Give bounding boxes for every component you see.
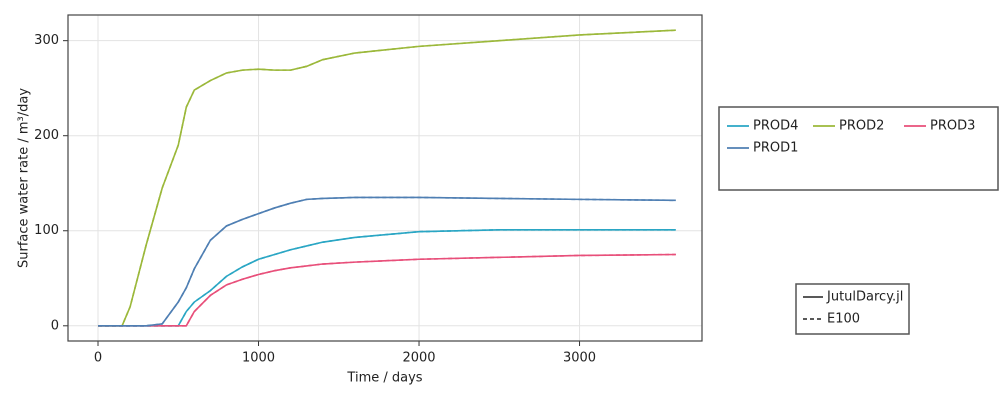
x-tick-label: 3000 (563, 351, 596, 366)
series-line (98, 29, 676, 327)
series-line (98, 196, 676, 327)
well-legend-box (718, 106, 999, 191)
legend-label: PROD1 (753, 141, 798, 156)
y-tick-label: 0 (51, 318, 59, 333)
series-line (98, 228, 676, 327)
x-tick-label: 1000 (242, 351, 275, 366)
y-tick-label: 300 (34, 33, 59, 48)
legend-label: PROD3 (930, 119, 975, 134)
y-tick-label: 200 (34, 128, 59, 143)
legend-label: JutulDarcy.jl (826, 290, 903, 305)
x-tick-label: 2000 (402, 351, 435, 366)
series-line (98, 253, 676, 327)
x-axis-label: Time / days (346, 371, 422, 386)
y-tick-label: 100 (34, 223, 59, 238)
series-line (98, 196, 676, 327)
legend-label: E100 (827, 312, 860, 327)
series-line (98, 228, 676, 327)
style-legend-box (795, 283, 910, 335)
y-axis-label: Surface water rate / m³/day (17, 88, 32, 268)
legend-label: PROD2 (839, 119, 884, 134)
plot-frame (67, 14, 703, 342)
series-line (98, 29, 676, 327)
legend-label: PROD4 (753, 119, 798, 134)
x-tick-label: 0 (94, 351, 102, 366)
